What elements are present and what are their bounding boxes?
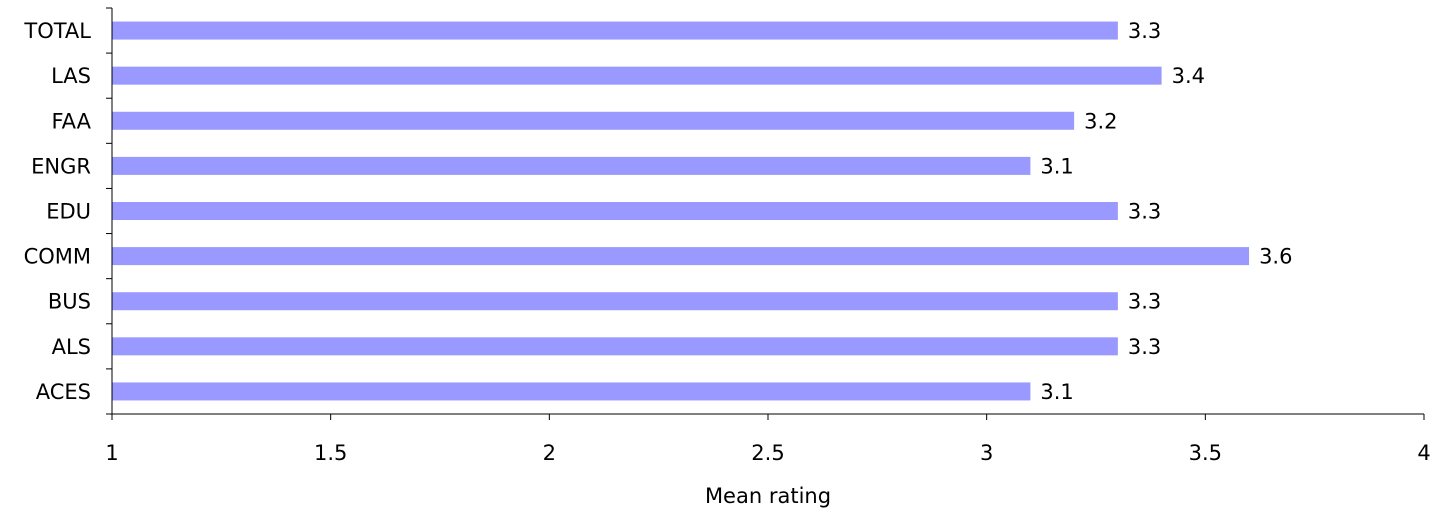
bars-group (112, 21, 1250, 401)
bar-bus (112, 292, 1118, 311)
bar-comm (112, 247, 1250, 266)
bar-las (112, 66, 1162, 85)
value-label-total: 3.3 (1128, 19, 1161, 43)
value-label-comm: 3.6 (1259, 245, 1292, 269)
category-label-las: LAS (51, 64, 91, 88)
bar-faa (112, 111, 1075, 130)
value-label-engr: 3.1 (1040, 154, 1073, 178)
category-label-aces: ACES (36, 380, 91, 404)
x-axis-title: Mean rating (705, 484, 831, 508)
y-axis-ticks (106, 7, 112, 415)
bar-aces (112, 382, 1031, 401)
x-tick-label: 4 (1417, 441, 1430, 465)
x-tick-label: 2 (543, 441, 556, 465)
x-tick-label: 1 (105, 441, 118, 465)
value-label-faa: 3.2 (1084, 109, 1117, 133)
bar-edu (112, 202, 1118, 220)
x-tick-label: 1.5 (314, 441, 347, 465)
category-label-engr: ENGR (31, 154, 91, 178)
bar-engr (112, 156, 1031, 175)
value-label-aces: 3.1 (1040, 380, 1073, 404)
x-tick-label: 2.5 (751, 441, 784, 465)
value-label-als: 3.3 (1128, 335, 1161, 359)
category-label-faa: FAA (52, 109, 92, 133)
value-labels-group: 3.3 3.4 3.2 3.1 3.3 3.6 3.3 3.3 3.1 (1040, 19, 1292, 404)
category-labels-group: TOTAL LAS FAA ENGR EDU COMM BUS ALS ACES (23, 19, 91, 404)
category-label-total: TOTAL (23, 19, 91, 43)
value-label-edu: 3.3 (1128, 200, 1161, 224)
value-label-las: 3.4 (1172, 64, 1205, 88)
bar-als (112, 337, 1118, 356)
category-label-als: ALS (52, 335, 91, 359)
x-tick-label: 3 (980, 441, 993, 465)
category-label-edu: EDU (46, 200, 91, 224)
bar-total (112, 21, 1118, 40)
value-label-bus: 3.3 (1128, 290, 1161, 314)
x-tick-label: 3.5 (1189, 441, 1222, 465)
x-axis-ticks: 1 1.5 2 2.5 3 3.5 4 (105, 414, 1431, 465)
category-label-comm: COMM (24, 245, 91, 269)
category-label-bus: BUS (48, 290, 91, 314)
